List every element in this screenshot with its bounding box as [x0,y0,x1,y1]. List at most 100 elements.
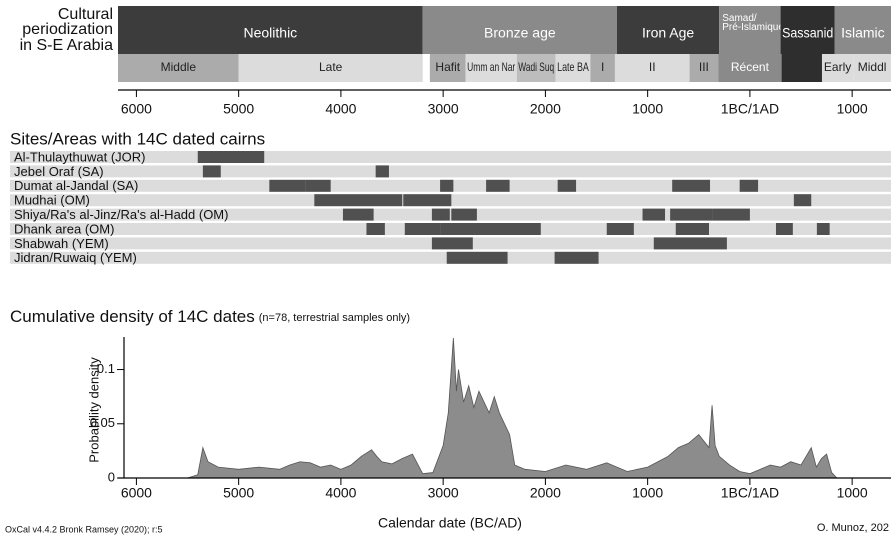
range-bar [202,165,221,178]
period-title: Cultural periodization in S-E Arabia [20,6,113,54]
x-tick-label: 6000 [121,101,152,117]
period-label: Middle [161,60,197,74]
period-cell [853,54,891,82]
range-bar [675,223,709,235]
range-bar [342,208,374,221]
density-title: Cumulative density of 14C dates (n=78, te… [10,307,410,326]
x-tick-label: 1000 [632,101,663,117]
y-tick-label: 0.1 [97,361,115,376]
x-tick-label: 3000 [428,101,459,117]
range-bar [375,165,389,178]
range-bar [197,151,265,163]
range-bar [366,223,385,235]
site-label: Al-Thulaythuwat (JOR) [14,149,145,164]
range-bar [440,223,541,235]
x-tick-label: 5000 [223,485,254,501]
range-bar [672,179,711,192]
period-title-line: Cultural [58,6,113,23]
period-cell [614,54,690,82]
period-label: Neolithic [243,25,297,41]
period-cell [555,54,591,82]
period-label: Bronze age [484,25,556,41]
period-label: Hafit [435,60,460,74]
period-label: I [601,60,604,74]
period-cell [834,6,891,54]
site-label: Dhank area (OM) [14,221,114,236]
range-bar [314,194,403,207]
period-label: Iron Age [642,25,694,41]
period-cell [465,54,517,82]
site-label: Jebel Oraf (SA) [14,164,104,179]
y-tick-label: 0.05 [90,415,115,430]
range-bar [775,223,793,235]
x-tick-label: 1BC/1AD [721,485,779,501]
footer-left: OxCal v4.4.2 Bronk Ramsey (2020); r:5 [5,524,163,534]
period-cell [616,6,720,54]
x-tick-label: 2000 [530,485,561,501]
range-bar [486,179,510,192]
range-bar [446,251,508,264]
range-bar [554,251,599,264]
range-bar [642,208,666,221]
period-cell [821,54,854,82]
range-bar [712,208,750,221]
range-bar [670,208,713,221]
x-tick-label: 1000 [837,101,868,117]
period-label: Récent [731,60,770,74]
period-label: Sassanid [782,25,833,41]
x-tick-label: 4000 [325,101,356,117]
period-cell [719,6,781,54]
range-bar [653,237,727,250]
period-title-line: periodization [22,21,113,38]
range-bar [557,179,577,192]
period-label: Samad/Pré-Islamique [722,13,784,33]
x-tick-label: 1BC/1AD [721,101,779,117]
range-bar [431,237,473,250]
range-bar [403,194,452,207]
period-cell [590,54,615,82]
range-bar [451,208,477,221]
x-axis-label: Calendar date (BC/AD) [378,515,522,531]
x-tick-label: 5000 [223,101,254,117]
x-tick-label: 3000 [428,485,459,501]
period-label: Umm an Nar [467,60,515,74]
density-title-main: Cumulative density of 14C dates [10,307,255,326]
period-label: Late BA [557,60,589,74]
period-label: Islamic [841,25,885,41]
footer-right: O. Munoz, 202 [817,522,889,534]
period-cell [781,54,822,82]
range-bar [404,223,441,235]
range-bar [305,179,331,192]
x-tick-label: 6000 [121,485,152,501]
range-bar [739,179,759,192]
period-cell [689,54,719,82]
range-bar [269,179,306,192]
range-bar [606,223,634,235]
density-area [187,338,838,479]
period-cell [780,6,835,54]
site-label: Jidran/Ruwaiq (YEM) [14,250,137,265]
row-band [10,165,891,178]
period-label: II [649,60,656,74]
period-cell [118,54,239,82]
period-label-line: Pré-Islamique [722,22,784,33]
range-bar [816,223,830,235]
period-cell [516,54,556,82]
site-label: Dumat al-Jandal (SA) [14,178,138,193]
density-subtitle: (n=78, terrestrial samples only) [259,312,410,324]
period-title-line: in S-E Arabia [20,37,113,54]
period-label-line: Samad/ [722,13,757,24]
sites-title: Sites/Areas with 14C dated cairns [10,129,265,148]
range-bar [793,194,812,207]
y-tick-label: 0 [108,469,115,484]
x-tick-label: 2000 [530,101,561,117]
period-label: Middl [858,60,887,74]
period-label: Late [319,60,343,74]
y-axis-label: Probability density [86,357,101,463]
period-label: Early [824,60,851,74]
period-cell [718,54,782,82]
period-label: III [699,60,709,74]
range-bar [431,208,450,221]
period-cell [238,54,423,82]
